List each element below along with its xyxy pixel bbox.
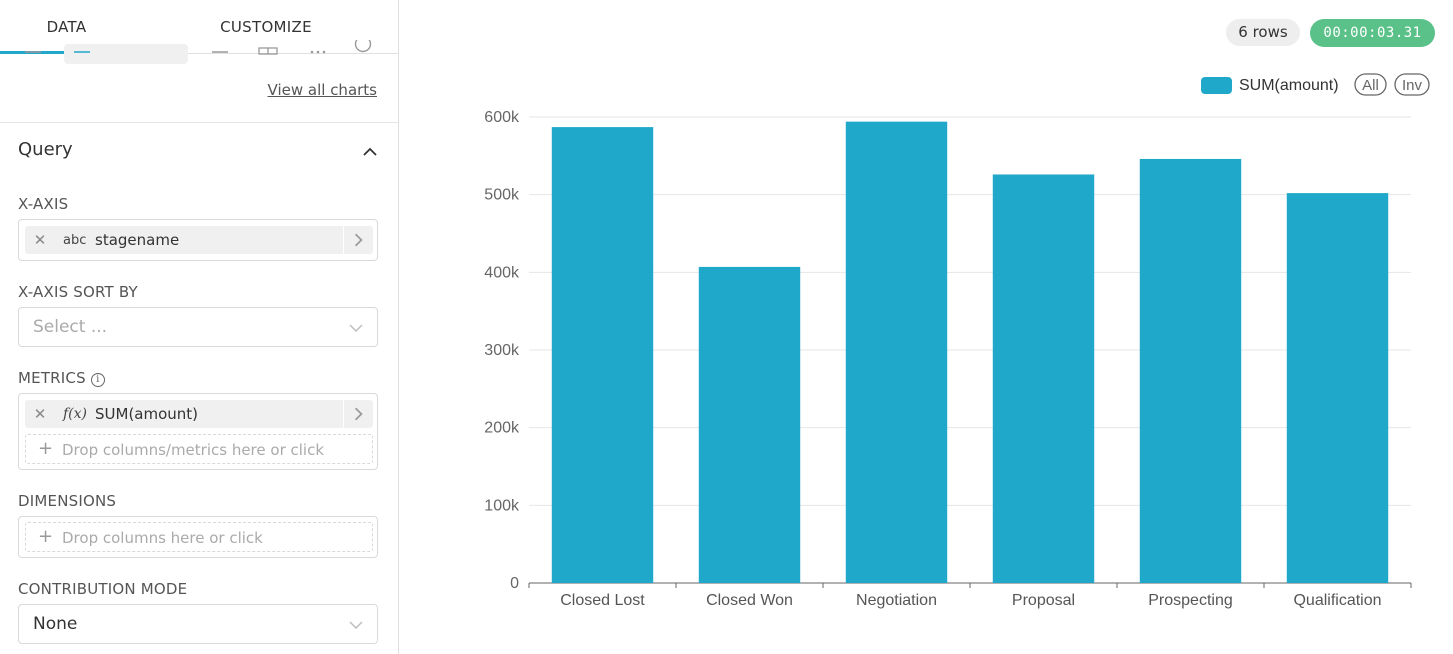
info-icon[interactable]: i [90, 373, 105, 387]
x-tick-label: Qualification [1293, 592, 1381, 609]
x-axis-label: X-AXIS [18, 195, 69, 213]
y-tick-label: 100k [484, 497, 520, 514]
y-tick-label: 400k [484, 264, 520, 281]
legend-swatch[interactable] [1201, 77, 1232, 94]
query-timer-badge: 00:00:03.31 [1310, 19, 1435, 47]
y-tick-label: 0 [510, 575, 519, 592]
y-tick-label: 300k [484, 342, 520, 359]
y-tick-label: 600k [484, 109, 520, 126]
chart-type-bar-icon [74, 51, 90, 53]
chart-type-strip [0, 38, 398, 66]
x-axis-sort-label: X-AXIS SORT BY [18, 283, 138, 301]
chart-type-selected[interactable] [64, 44, 188, 64]
x-tick-label: Prospecting [1148, 592, 1233, 609]
bar[interactable] [551, 127, 654, 583]
x-axis-column-name: stagename [95, 231, 180, 249]
dimensions-label: DIMENSIONS [18, 492, 117, 510]
legend-inv-button[interactable] [1394, 73, 1430, 96]
plus-icon: + [38, 438, 54, 459]
function-type-icon: f(x) [63, 406, 88, 422]
x-tick-label: Proposal [1012, 592, 1075, 609]
x-axis-column-pill[interactable]: ✕ abc stagename [25, 226, 373, 254]
chart-type-big-number-icon[interactable] [211, 44, 229, 60]
divider [0, 122, 398, 123]
x-tick-label: Negotiation [856, 592, 937, 609]
remove-x-axis-icon[interactable]: ✕ [33, 231, 47, 249]
bar[interactable] [1286, 193, 1389, 583]
dimensions-control: + Drop columns here or click [18, 516, 378, 558]
bar[interactable] [1139, 158, 1242, 583]
tab-data[interactable]: DATA [46, 18, 87, 36]
contribution-mode-select[interactable]: None [18, 604, 378, 644]
chevron-down-icon [349, 621, 363, 629]
chevron-up-icon[interactable] [362, 144, 378, 160]
remove-metric-icon[interactable]: ✕ [33, 405, 47, 423]
chevron-right-icon[interactable] [343, 226, 373, 254]
y-tick-label: 500k [484, 187, 520, 204]
x-axis-control: ✕ abc stagename [18, 219, 378, 261]
tab-customize[interactable]: CUSTOMIZE [220, 18, 312, 36]
chevron-right-icon[interactable] [343, 400, 373, 428]
bar[interactable] [992, 174, 1095, 583]
x-axis-sort-select[interactable]: Select ... [18, 307, 378, 347]
x-tick-label: Closed Lost [560, 592, 645, 609]
string-type-icon: abc [63, 233, 87, 248]
control-panel: DATA CUSTOMIZE View all charts Query X-A… [0, 0, 399, 654]
chart-type-pivot-icon[interactable] [258, 42, 278, 58]
y-tick-label: 200k [484, 420, 520, 437]
metrics-drop-zone[interactable]: + Drop columns/metrics here or click [25, 434, 373, 464]
bar[interactable] [698, 266, 801, 583]
bar-chart: 0 100k 200k 300k 400k 500k 600k Closed Lost Clos… [484, 73, 1430, 609]
metrics-label: METRICS i [18, 369, 105, 387]
dimensions-drop-hint: Drop columns here or click [62, 529, 263, 547]
contribution-mode-value: None [33, 614, 78, 634]
dimensions-drop-zone[interactable]: + Drop columns here or click [25, 522, 373, 552]
row-count-badge: 6 rows [1226, 19, 1300, 46]
legend-label[interactable]: SUM(amount) [1239, 77, 1339, 94]
query-section-title[interactable]: Query [18, 139, 73, 160]
legend-all-label: All [1362, 77, 1379, 94]
bar[interactable] [845, 121, 948, 583]
plus-icon: + [38, 526, 54, 547]
chart-type-table-icon[interactable] [24, 44, 42, 60]
legend-inv-label: Inv [1402, 77, 1423, 94]
chart-type-help-icon[interactable] [354, 40, 372, 56]
metrics-drop-hint: Drop columns/metrics here or click [62, 441, 325, 459]
contribution-mode-label: CONTRIBUTION MODE [18, 580, 188, 598]
metric-pill[interactable]: ✕ f(x) SUM(amount) [25, 400, 373, 428]
metrics-control: ✕ f(x) SUM(amount) + Drop columns/metric… [18, 393, 378, 470]
metrics-label-text: METRICS [18, 369, 86, 387]
metric-name: SUM(amount) [95, 405, 199, 423]
x-axis-sort-placeholder: Select ... [33, 317, 108, 337]
chart-type-more-icon[interactable] [309, 44, 327, 60]
legend-all-button[interactable] [1354, 73, 1387, 96]
view-all-charts-link[interactable]: View all charts [267, 81, 377, 99]
x-tick-label: Closed Won [706, 592, 793, 609]
chevron-down-icon [349, 324, 363, 332]
